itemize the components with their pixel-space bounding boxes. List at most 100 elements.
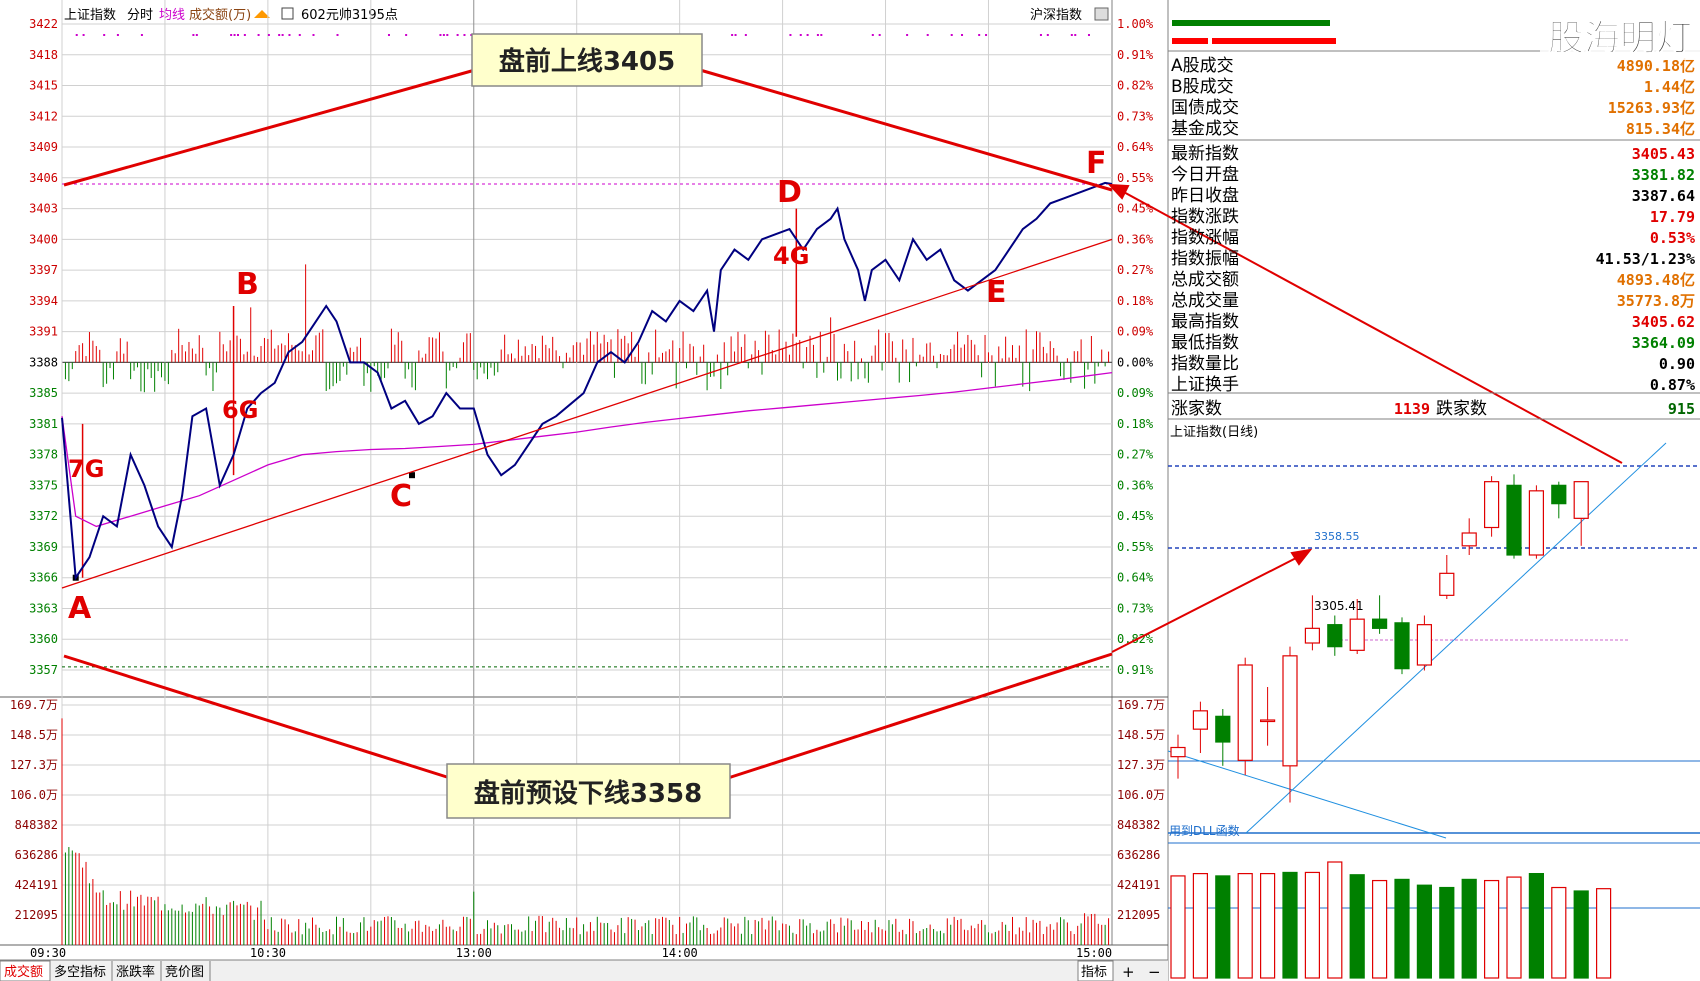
volume-axis: 169.7万 169.7万 148.5万 148.5万 127.3万 127.3万 106.… [10, 698, 1165, 922]
price-tick-label: 3397 [29, 263, 58, 277]
time-tick-label: 09:30 [30, 946, 66, 960]
signal-dot [336, 34, 339, 36]
tab-long-short[interactable]: 多空指标 [54, 964, 106, 980]
signal-dot [405, 34, 408, 36]
signal-dot [906, 34, 909, 36]
daily-volume-bar [1237, 872, 1253, 979]
daily-label-high: 3358.55 [1314, 530, 1360, 543]
daily-volume-bar [1483, 879, 1500, 979]
pct-tick-label: 0.91% [1117, 663, 1154, 677]
header-bar: 上证指数 分时 均线 成交额(万) 602元帅3195点 沪深指数 [64, 7, 1109, 23]
candle-body [1282, 655, 1298, 767]
zoom-out-button[interactable]: − [1148, 963, 1161, 981]
volume-tick-label-right: 212095 [1117, 908, 1160, 922]
volume-tick-label-right: 127.3万 [1117, 758, 1165, 772]
point-labels: A B C D E F [68, 146, 1107, 626]
volume-tick-label: 169.7万 [10, 698, 58, 712]
price-tick-label: 3369 [29, 540, 58, 554]
candle-body [1237, 664, 1253, 761]
stat-value: 3405.62 [1632, 313, 1695, 331]
arrow-to-daily-low [1111, 555, 1301, 653]
signal-dot [288, 34, 291, 36]
pct-tick-label: 0.27% [1117, 448, 1154, 462]
signal-dot [926, 34, 929, 36]
volume-tick-label-right: 169.7万 [1117, 698, 1165, 712]
signal-dot [961, 34, 964, 36]
volume-tick-label: 636286 [15, 848, 58, 862]
daily-volume-bar [1394, 878, 1410, 979]
pct-tick-label: 0.73% [1117, 601, 1154, 615]
time-tick-label: 14:00 [662, 946, 698, 960]
candle-body [1170, 746, 1186, 758]
note-icon[interactable] [281, 7, 294, 20]
signal-dot [75, 34, 78, 36]
pct-tick-label: 0.00% [1117, 355, 1154, 369]
indicator-button[interactable]: 指标 [1081, 965, 1107, 980]
watermark-logo: 股海明灯 [1540, 10, 1700, 60]
support-trend-line [61, 238, 1113, 589]
upper-callout-right [699, 68, 1113, 192]
signal-dot [456, 34, 459, 36]
signal-dot [312, 34, 315, 36]
panel-toggle-icon[interactable] [1094, 7, 1109, 21]
tab-auction[interactable]: 竞价图 [165, 964, 204, 980]
price-tick-label: 3363 [29, 601, 58, 615]
volume-tag-7g: 7G [68, 455, 104, 483]
signal-dot [140, 34, 143, 36]
volume-tick-label-right: 148.5万 [1117, 728, 1165, 742]
signal-dot [744, 34, 747, 36]
volume-tags: 7G 6G 4G [68, 242, 809, 483]
price-tick-label: 3375 [29, 478, 58, 492]
daily-volume-bar [1595, 888, 1612, 979]
signal-dot [799, 34, 802, 36]
zoom-in-button[interactable]: + [1122, 963, 1135, 981]
signal-dot [463, 34, 466, 36]
signal-dot [1087, 34, 1090, 36]
signal-dot [116, 34, 119, 36]
bell-icon[interactable] [254, 10, 270, 18]
market-label[interactable]: 沪深指数 [1030, 7, 1082, 23]
daily-volume-bar [1371, 879, 1388, 979]
tab-avg-line[interactable]: 均线 [159, 8, 185, 23]
volume-tick-label: 424191 [15, 878, 58, 892]
volume-tick-label: 127.3万 [10, 758, 58, 772]
price-tick-label: 3415 [29, 79, 58, 93]
daily-panel: 上证指数(日线) 3358.55 3305.41 用到DLL函数 [1167, 425, 1700, 979]
pct-tick-label: 0.64% [1117, 140, 1154, 154]
average-price-line [61, 371, 1113, 528]
signal-dot [878, 34, 881, 36]
stat-label: 最高指数 [1171, 312, 1239, 332]
signal-dot [1046, 34, 1049, 36]
signal-dot [871, 34, 874, 36]
signal-dot [298, 34, 301, 36]
intraday-volume-sticks [64, 208, 1110, 578]
daily-label-mid: 3305.41 [1314, 599, 1364, 613]
stat-value: 3405.43 [1632, 145, 1695, 163]
signal-dot [1039, 34, 1042, 36]
daily-volumes [1170, 861, 1612, 979]
daily-volume-bar [1259, 872, 1276, 979]
pct-tick-label: 0.91% [1117, 48, 1154, 62]
tab-volume[interactable]: 成交额 [4, 964, 43, 980]
key-point-marker [409, 472, 415, 479]
pct-tick-label: 0.09% [1117, 325, 1154, 339]
tab-volume-unit[interactable]: 成交额(万) [189, 7, 251, 23]
tab-advance-rate[interactable]: 涨跌率 [116, 964, 155, 980]
tab-fenshi[interactable]: 分时 [127, 8, 153, 23]
stat-label: 最新指数 [1171, 144, 1239, 164]
upper-box-label: 盘前上线3405 [499, 46, 675, 77]
stat-label: 指数涨跌 [1171, 207, 1239, 227]
time-tick-label: 13:00 [456, 946, 492, 960]
signal-dot [806, 34, 809, 36]
price-tick-label: 3418 [29, 48, 58, 62]
pct-tick-label: 0.18% [1117, 294, 1154, 308]
stats-group-b: 最新指数 3405.43 今日开盘 3381.82 昨日收盘 3387.64 指数涨跌 17.… [1171, 144, 1695, 395]
lower-callout-right [727, 652, 1113, 780]
signal-dot [950, 34, 953, 36]
price-tick-label: 3412 [29, 109, 58, 123]
stat-label: 上证换手 [1171, 375, 1239, 395]
header-info: 602元帅3195点 [301, 8, 398, 23]
daily-label-dll: 用到DLL函数 [1169, 823, 1240, 838]
